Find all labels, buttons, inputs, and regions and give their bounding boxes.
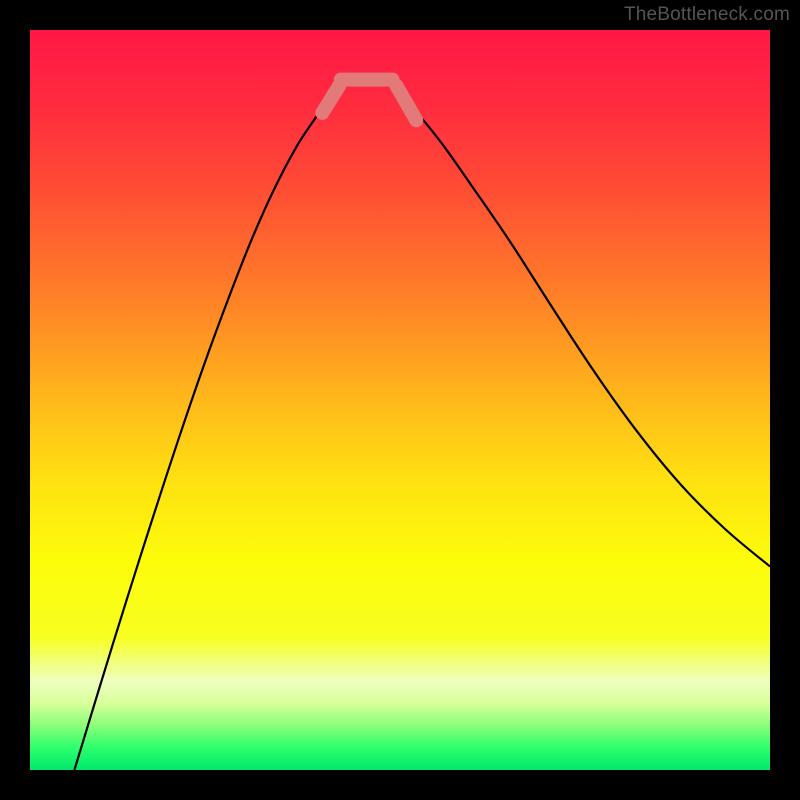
- plot-area: [30, 30, 770, 770]
- chart-container: TheBottleneck.com: [0, 0, 800, 800]
- curve-left: [74, 98, 329, 770]
- curve-layer: [30, 30, 770, 770]
- bottleneck-highlight: [322, 80, 416, 121]
- curve-right: [404, 98, 770, 566]
- watermark-text: TheBottleneck.com: [624, 4, 790, 26]
